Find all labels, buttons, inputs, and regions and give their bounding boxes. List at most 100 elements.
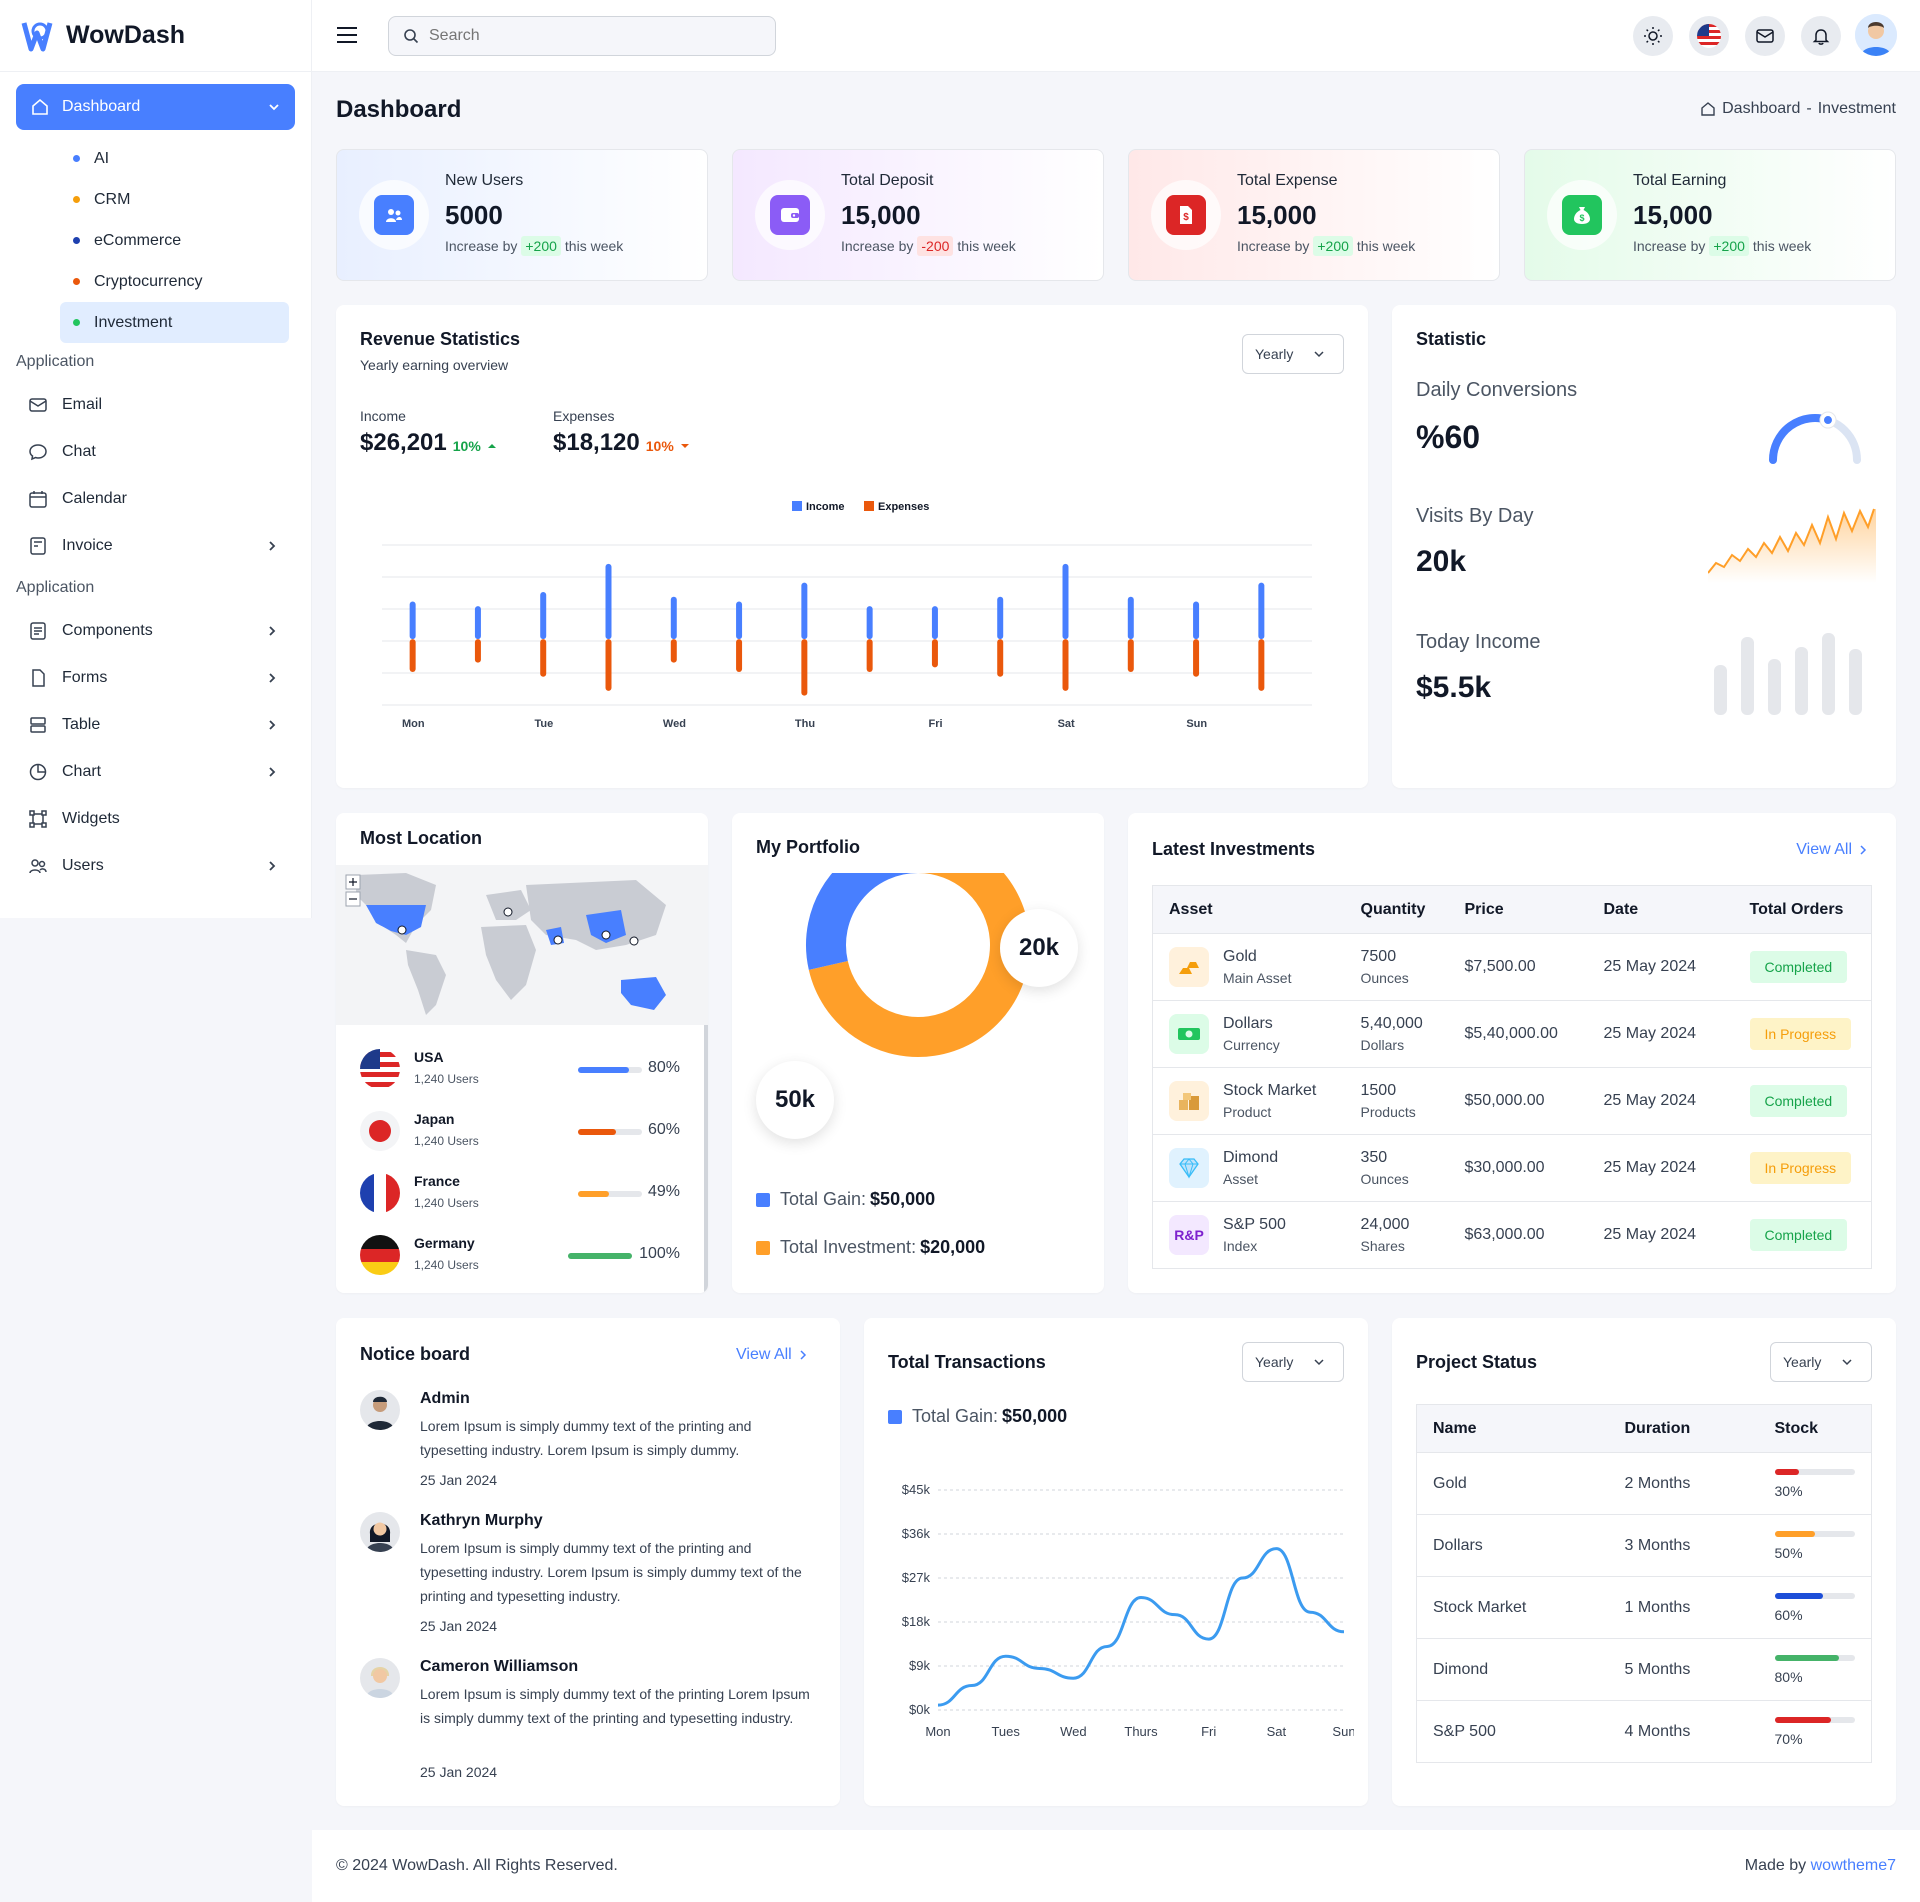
- chevron-down-icon: [1314, 1359, 1324, 1366]
- sidebar-item-calendar[interactable]: Calendar: [0, 475, 311, 522]
- bar-income: [474, 606, 481, 640]
- sidebar-item-users[interactable]: Users: [0, 842, 311, 889]
- progress-fill: [1774, 1530, 1815, 1537]
- map-marker[interactable]: [397, 925, 407, 935]
- sidebar-item-table[interactable]: Table: [0, 701, 311, 748]
- sidebar-item-chat[interactable]: Chat: [0, 428, 311, 475]
- sidebar-item-label: Calendar: [62, 489, 127, 507]
- bar-income: [931, 606, 938, 640]
- bell-icon: [1812, 29, 1830, 45]
- submenu-item-investment[interactable]: Investment: [60, 302, 289, 343]
- submenu-item-crm[interactable]: CRM: [60, 179, 289, 220]
- bullet-icon: [73, 319, 80, 326]
- price: $5,40,000.00: [1448, 1000, 1588, 1068]
- submenu-item-ai[interactable]: AI: [60, 138, 289, 179]
- submenu-item-ecommerce[interactable]: eCommerce: [60, 220, 289, 261]
- bar-expenses: [1127, 639, 1134, 673]
- table-row[interactable]: Dollars 3 Months 50%: [1416, 1514, 1872, 1577]
- sidebar-item-chart[interactable]: Chart: [0, 748, 311, 795]
- table-row[interactable]: Stock Market Product 1500 Products $50,000…: [1152, 1067, 1872, 1135]
- user-avatar[interactable]: [1855, 14, 1897, 56]
- stat-card-total-deposit: Total Deposit 15,000 Increase by -200 this…: [732, 149, 1104, 281]
- table-row[interactable]: Stock Market 1 Months 60%: [1416, 1576, 1872, 1639]
- y-tick-label: $36k: [902, 1526, 931, 1541]
- bar-expenses: [409, 639, 416, 673]
- column-header: Name: [1416, 1404, 1609, 1453]
- map-marker[interactable]: [553, 935, 563, 945]
- sidebar-item-forms[interactable]: Forms: [0, 654, 311, 701]
- quantity: 1500: [1360, 1082, 1397, 1099]
- expense-label: Expenses: [553, 408, 615, 424]
- map-marker[interactable]: [629, 936, 639, 946]
- progress-fill: [578, 1129, 617, 1135]
- period-select[interactable]: Yearly: [1242, 1342, 1344, 1382]
- y-tick-label: $27k: [902, 1570, 931, 1585]
- map-africa: [481, 925, 536, 1000]
- price: $50,000.00: [1448, 1067, 1588, 1135]
- gauge-track: [1769, 414, 1861, 464]
- breadcrumb-home-link[interactable]: Dashboard: [1722, 100, 1801, 117]
- gold-icon: [1169, 947, 1209, 987]
- stat-note-suffix: this week: [957, 238, 1016, 254]
- view-all-link[interactable]: View All: [1796, 841, 1868, 859]
- sun-icon: [1644, 27, 1662, 45]
- status-badge: In Progress: [1749, 1018, 1852, 1050]
- home-icon: [32, 98, 48, 115]
- view-all-link[interactable]: View All: [736, 1346, 808, 1364]
- map-marker[interactable]: [601, 930, 611, 940]
- quantity: 7500: [1360, 948, 1397, 965]
- notice-item: Kathryn Murphy Lorem Ipsum is simply dum…: [360, 1512, 820, 1646]
- period-select[interactable]: Yearly: [1242, 334, 1344, 374]
- author-link[interactable]: wowtheme7: [1810, 1857, 1896, 1874]
- mini-bar: [1849, 649, 1862, 715]
- submenu-item-cryptocurrency[interactable]: Cryptocurrency: [60, 261, 289, 302]
- language-button[interactable]: [1689, 16, 1729, 56]
- mini-bar: [1822, 633, 1835, 715]
- bar-expenses: [997, 639, 1004, 677]
- sp-logo-icon: R&P: [1169, 1215, 1209, 1255]
- world-map[interactable]: [336, 865, 708, 1025]
- country-name: USA: [414, 1049, 444, 1065]
- column-header: Asset: [1152, 885, 1345, 934]
- scrollbar[interactable]: [704, 1025, 708, 1293]
- users-icon: [386, 209, 402, 222]
- sidebar-section-title: Application: [16, 579, 95, 596]
- chevron-right-icon: [269, 860, 276, 871]
- quantity-unit: Products: [1360, 1104, 1416, 1120]
- search-input[interactable]: [429, 27, 749, 45]
- mini-bar: [1795, 647, 1808, 715]
- table-row[interactable]: Gold Main Asset 7500 Ounces $7,500.00 25 M…: [1152, 933, 1872, 1001]
- project-duration: 5 Months: [1608, 1638, 1759, 1701]
- table-row[interactable]: Gold 2 Months 30%: [1416, 1452, 1872, 1515]
- dashboard-submenu: AI CRM eCommerce Cryptocurrency Investme…: [0, 138, 311, 343]
- submenu-label: eCommerce: [94, 231, 182, 249]
- progress-bar: [1774, 1592, 1855, 1599]
- theme-toggle-button[interactable]: [1633, 16, 1673, 56]
- investments-table: Asset Quantity Price Date Total Orders G…: [1152, 885, 1872, 1269]
- chat-icon: [29, 443, 47, 460]
- menu-toggle-button[interactable]: [334, 22, 360, 53]
- table-row[interactable]: Dimond 5 Months 80%: [1416, 1638, 1872, 1701]
- stat-note-prefix: Increase by: [841, 238, 914, 254]
- table-row[interactable]: S&P 500 4 Months 70%: [1416, 1700, 1872, 1763]
- bullet-icon: [73, 155, 80, 162]
- table-row[interactable]: Dollars Currency 5,40,000 Dollars $5,40,00…: [1152, 1000, 1872, 1068]
- map-marker[interactable]: [503, 907, 513, 917]
- brand[interactable]: WowDash: [0, 0, 311, 72]
- sidebar-item-components[interactable]: Components: [0, 607, 311, 654]
- messages-button[interactable]: [1745, 16, 1785, 56]
- progress-bar: [1774, 1654, 1855, 1661]
- period-select[interactable]: Yearly: [1770, 1342, 1872, 1382]
- submenu-label: Cryptocurrency: [94, 272, 203, 290]
- notifications-button[interactable]: [1801, 16, 1841, 56]
- sidebar-item-email[interactable]: Email: [0, 381, 311, 428]
- sidebar-item-widgets[interactable]: Widgets: [0, 795, 311, 842]
- sidebar-item-dashboard[interactable]: Dashboard: [16, 84, 295, 130]
- made-by-label: Made by: [1744, 1857, 1807, 1874]
- sidebar-item-invoice[interactable]: Invoice: [0, 522, 311, 569]
- table-row[interactable]: R&P S&P 500 Index 24,000 Shares $63,000.00 …: [1152, 1201, 1872, 1269]
- table-row[interactable]: Dimond Asset 350 Ounces $30,000.00 25 May …: [1152, 1134, 1872, 1202]
- series-line-total-gain: [937, 1547, 1345, 1707]
- submenu-label: AI: [94, 149, 110, 167]
- japan-flag-icon: [360, 1111, 400, 1151]
